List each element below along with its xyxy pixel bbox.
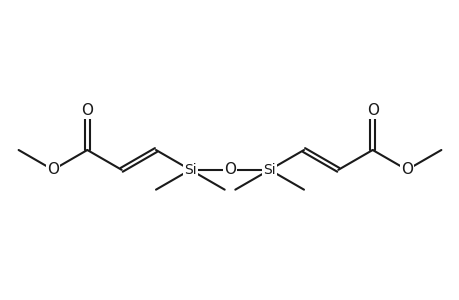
Text: O: O [224, 162, 235, 177]
Text: O: O [400, 162, 412, 177]
Text: O: O [81, 103, 93, 118]
Text: O: O [47, 162, 59, 177]
Text: Si: Si [184, 163, 196, 177]
Text: Si: Si [263, 163, 275, 177]
Text: O: O [366, 103, 378, 118]
